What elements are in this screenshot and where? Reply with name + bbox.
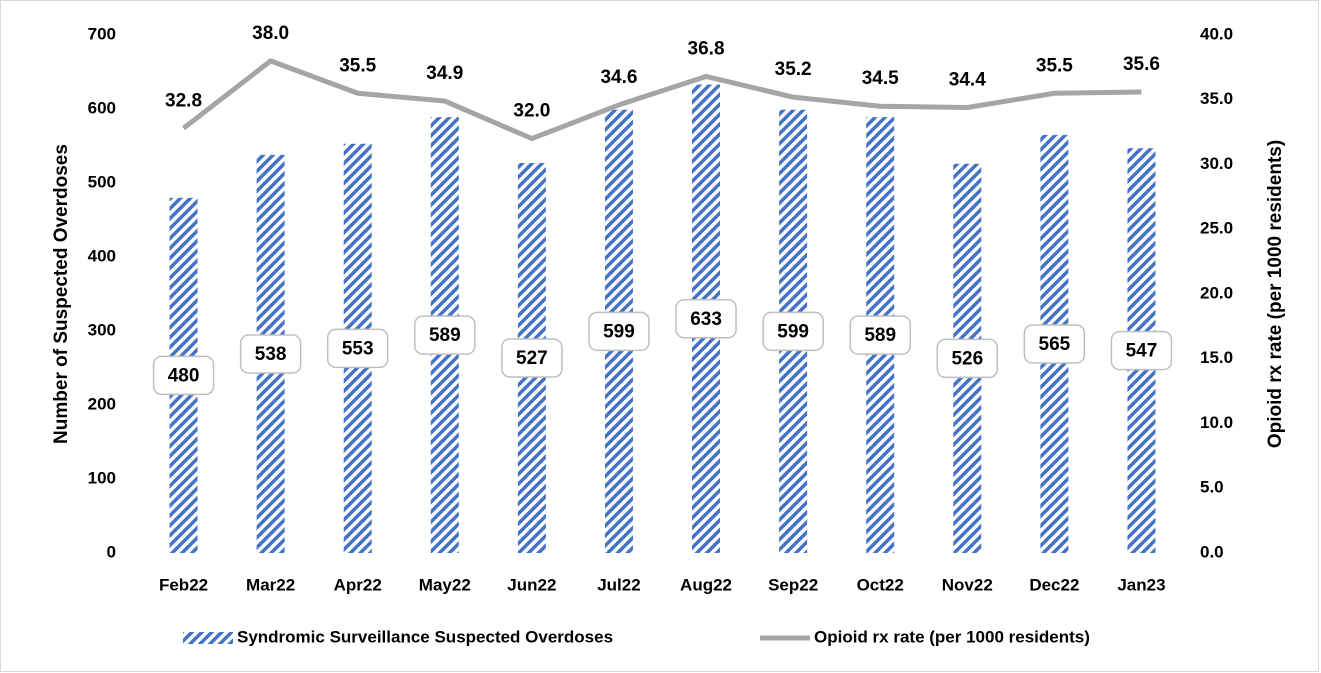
legend-swatch: [183, 632, 233, 644]
x-tick-label: Feb22: [159, 575, 208, 594]
data-label: 599: [777, 321, 809, 342]
y2-tick-label: 20.0: [1200, 283, 1233, 302]
line-data-label: 35.2: [775, 59, 812, 80]
line: [182, 58, 1142, 142]
y-tick-label: 600: [88, 98, 116, 117]
data-label-box: [849, 315, 911, 355]
x-tick-label: Aug22: [680, 575, 732, 594]
data-label: 480: [168, 365, 200, 386]
line-data-label: 34.5: [862, 68, 899, 89]
data-label-box: [414, 315, 476, 355]
x-tick-label: Sep22: [768, 575, 818, 594]
data-label: 527: [516, 348, 548, 369]
data-label: 526: [951, 348, 983, 369]
y2-axis-title: Opioid rx rate (per 1000 residents): [1265, 140, 1286, 448]
line-data-label: 36.8: [688, 38, 725, 59]
data-label-box: [762, 311, 824, 352]
y-tick-label: 200: [88, 394, 116, 413]
legend-label: Opioid rx rate (per 1000 residents): [814, 627, 1090, 646]
line-data-label: 34.4: [949, 70, 986, 91]
x-tick-label: Mar22: [246, 575, 295, 594]
data-label: 633: [690, 309, 722, 330]
y2-tick-label: 30.0: [1200, 154, 1233, 173]
line-data-label: 35.5: [1036, 55, 1073, 76]
data-label-box: [1110, 330, 1173, 371]
data-label-box: [239, 334, 302, 374]
x-tick-label: Jun22: [507, 575, 556, 594]
y2-tick-label: 5.0: [1200, 478, 1224, 497]
y2-tick-label: 10.0: [1200, 413, 1233, 432]
data-label-box: [1023, 324, 1086, 364]
data-label: 553: [342, 338, 374, 359]
x-tick-label: Nov22: [942, 575, 993, 594]
y-tick-label: 500: [88, 172, 116, 191]
x-tick-label: Oct22: [857, 575, 904, 594]
data-label: 547: [1126, 341, 1158, 362]
y-tick-label: 700: [88, 24, 116, 43]
y2-tick-label: 35.0: [1200, 89, 1233, 108]
data-label-box: [326, 328, 389, 369]
y2-tick-label: 25.0: [1200, 219, 1233, 238]
data-label-box: [588, 311, 650, 352]
line-data-label: 32.0: [513, 101, 550, 122]
data-label: 565: [1039, 334, 1071, 355]
x-tick-label: May22: [419, 575, 471, 594]
data-label-box: [936, 338, 999, 379]
y-axis-title: Number of Suspected Overdoses: [51, 144, 72, 444]
y2-tick-label: 15.0: [1200, 348, 1233, 367]
x-tick-label: Apr22: [334, 575, 382, 594]
y-tick-label: 100: [88, 468, 116, 487]
x-tick-label: Jul22: [597, 575, 640, 594]
y-tick-label: 400: [88, 246, 116, 265]
line-data-label: 35.6: [1123, 54, 1160, 75]
line-data-label: 32.8: [165, 90, 202, 111]
data-label-box: [152, 355, 215, 396]
legend-label: Syndromic Surveillance Suspected Overdos…: [237, 627, 613, 646]
line-data-label: 38.0: [252, 23, 289, 44]
data-label-box: [675, 299, 737, 339]
y-tick-label: 0: [107, 542, 116, 561]
x-tick-label: Dec22: [1029, 575, 1079, 594]
data-label: 589: [864, 325, 896, 346]
line-data-label: 34.6: [600, 67, 637, 88]
y2-tick-label: 0.0: [1200, 542, 1224, 561]
data-label: 589: [429, 325, 461, 346]
y2-tick-label: 40.0: [1200, 24, 1233, 43]
y-tick-label: 300: [88, 320, 116, 339]
data-label-box: [501, 338, 563, 378]
data-label: 538: [255, 344, 287, 365]
x-tick-label: Jan23: [1117, 575, 1165, 594]
line-data-label: 34.9: [426, 63, 463, 84]
data-label: 599: [603, 321, 635, 342]
line-data-label: 35.5: [339, 55, 376, 76]
